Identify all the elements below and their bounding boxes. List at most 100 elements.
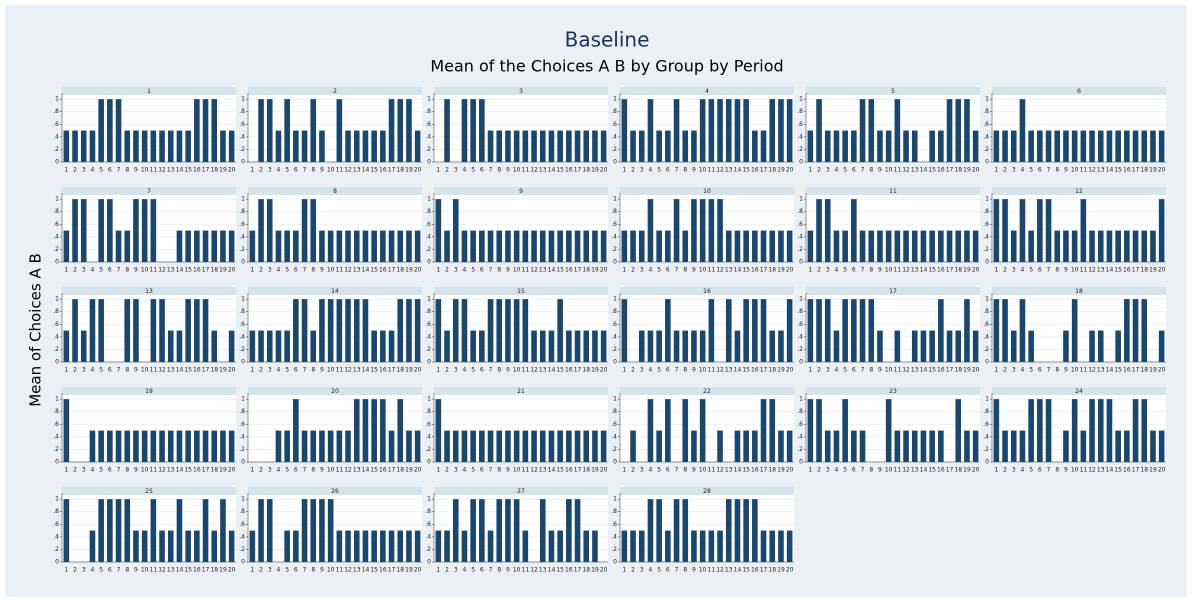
x-tick-label: 19 — [405, 567, 413, 574]
x-tick-label: 19 — [591, 267, 599, 274]
panel-title: 22 — [703, 388, 711, 395]
x-tick-label: 13 — [1097, 467, 1105, 474]
x-tick-label: 5 — [843, 267, 847, 274]
bar — [89, 299, 96, 362]
panel-plot — [620, 95, 794, 162]
x-tick-label: 17 — [388, 267, 396, 274]
x-tick-label: 8 — [125, 467, 129, 474]
bar — [353, 230, 360, 262]
x-tick-label: 18 — [954, 267, 962, 274]
x-tick-label: 19 — [591, 567, 599, 574]
x-tick-label: 3 — [826, 367, 830, 374]
bar — [531, 430, 537, 462]
bar — [133, 530, 139, 562]
x-tick-label: 3 — [268, 167, 272, 174]
bar — [665, 130, 671, 162]
y-tick-label: .4 — [797, 133, 803, 140]
x-tick-label: 3 — [268, 467, 272, 474]
x-tick-label: 15 — [742, 467, 750, 474]
x-tick-label: 15 — [370, 267, 378, 274]
x-tick-label: 2 — [259, 467, 263, 474]
x-tick-label: 16 — [751, 367, 759, 374]
x-tick-label: 11 — [522, 367, 530, 374]
bar — [717, 99, 723, 162]
x-tick-label: 10 — [141, 567, 149, 574]
x-tick-label: 9 — [692, 567, 696, 574]
x-tick-label: 15 — [742, 167, 750, 174]
x-tick-label: 10 — [513, 367, 521, 374]
x-tick-label: 20 — [786, 167, 794, 174]
bar — [682, 499, 689, 562]
bar — [725, 299, 732, 362]
x-tick-label: 7 — [303, 467, 307, 474]
x-tick-label: 1 — [436, 367, 440, 374]
bar — [592, 130, 598, 162]
panel-header — [62, 387, 236, 395]
x-tick-label: 9 — [320, 567, 324, 574]
x-tick-label: 3 — [268, 267, 272, 274]
bar — [592, 530, 598, 562]
bar — [824, 199, 831, 262]
y-tick-label: 0 — [241, 359, 245, 366]
x-tick-label: 17 — [760, 167, 768, 174]
x-tick-label: 17 — [202, 567, 210, 574]
bar — [98, 99, 104, 162]
bar — [531, 230, 537, 262]
x-tick-label: 20 — [600, 267, 608, 274]
bar — [1124, 230, 1130, 262]
panel-title: 28 — [703, 488, 711, 495]
x-tick-label: 19 — [963, 367, 971, 374]
bar — [301, 199, 308, 262]
y-tick-label: .4 — [797, 233, 803, 240]
bar — [786, 430, 793, 462]
x-tick-label: 14 — [1106, 467, 1114, 474]
y-tick-label: 0 — [55, 259, 59, 266]
x-tick-label: 4 — [1021, 167, 1025, 174]
bar — [868, 99, 875, 162]
bar — [414, 430, 421, 462]
panel-title: 17 — [889, 288, 897, 295]
bar — [211, 530, 218, 562]
x-tick-label: 8 — [869, 167, 873, 174]
y-tick-label: .6 — [611, 421, 617, 428]
x-tick-label: 15 — [1114, 267, 1122, 274]
panel-title: 5 — [891, 88, 895, 95]
bar — [833, 230, 840, 262]
bar — [406, 430, 412, 462]
y-tick-label: 1 — [55, 96, 59, 103]
panel-title: 13 — [145, 288, 153, 295]
bar — [842, 230, 848, 262]
panel-title: 6 — [1077, 88, 1081, 95]
bar — [362, 530, 369, 562]
x-tick-label: 2 — [73, 267, 77, 274]
bar — [98, 499, 104, 562]
panel-header — [992, 87, 1166, 95]
bar — [807, 130, 814, 162]
x-tick-label: 11 — [150, 467, 158, 474]
x-tick-label: 17 — [388, 167, 396, 174]
x-tick-label: 18 — [768, 267, 776, 274]
bar — [786, 99, 793, 162]
bar — [682, 130, 689, 162]
bar — [345, 530, 351, 562]
bar — [752, 130, 758, 162]
panel-title: 7 — [147, 188, 151, 195]
bar — [63, 499, 70, 562]
panel-title: 12 — [1075, 188, 1083, 195]
bar — [859, 230, 866, 262]
x-tick-label: 2 — [445, 467, 449, 474]
x-tick-label: 14 — [362, 267, 370, 274]
bar — [1010, 230, 1017, 262]
panel-plot — [992, 395, 1166, 462]
bar — [816, 299, 822, 362]
panel-title: 14 — [331, 288, 339, 295]
y-tick-label: 0 — [985, 359, 989, 366]
bar — [1115, 330, 1121, 362]
bar — [150, 199, 157, 262]
x-tick-label: 14 — [920, 467, 928, 474]
x-tick-label: 15 — [556, 167, 564, 174]
x-tick-label: 5 — [1029, 467, 1033, 474]
x-tick-label: 3 — [640, 167, 644, 174]
bar — [894, 99, 901, 162]
bar — [414, 230, 421, 262]
